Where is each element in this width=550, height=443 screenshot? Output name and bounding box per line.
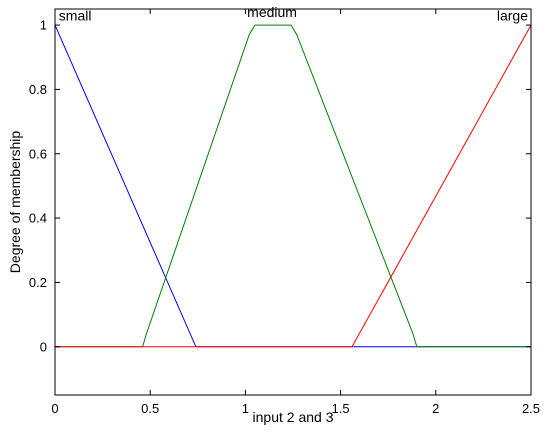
curve-label-medium: medium	[247, 4, 297, 20]
x-tick-label: 0.5	[141, 401, 159, 416]
curves-layer	[54, 24, 532, 348]
x-axis-label: input 2 and 3	[253, 409, 334, 425]
curve-label-small: small	[59, 7, 92, 23]
x-tick-label: 1.5	[332, 401, 350, 416]
curve-label-large: large	[497, 7, 528, 23]
axes-box	[54, 8, 532, 396]
x-tick-label: 1	[242, 401, 249, 416]
y-tick-label: 0.4	[29, 211, 47, 226]
y-axis-label: Degree of membership	[7, 131, 23, 274]
y-tick-label: 0	[40, 339, 47, 354]
y-tick-label: 0.6	[29, 146, 47, 161]
x-tick-label: 0	[51, 401, 58, 416]
series-line-large	[55, 24, 532, 348]
ticks-layer: 0 0.5 1 1.5 2 2.5 0 0.2 0.4 0.6 0.8 1	[29, 9, 540, 416]
x-tick-label: 2.5	[522, 401, 540, 416]
curve-labels-layer: small medium large	[59, 4, 528, 23]
y-tick-label: 0.8	[29, 82, 47, 97]
series-line-small	[54, 24, 531, 348]
x-tick-label: 2	[432, 401, 439, 416]
series-line-medium	[55, 24, 531, 348]
y-tick-label: 0.2	[29, 275, 47, 290]
y-tick-label: 1	[40, 18, 47, 33]
